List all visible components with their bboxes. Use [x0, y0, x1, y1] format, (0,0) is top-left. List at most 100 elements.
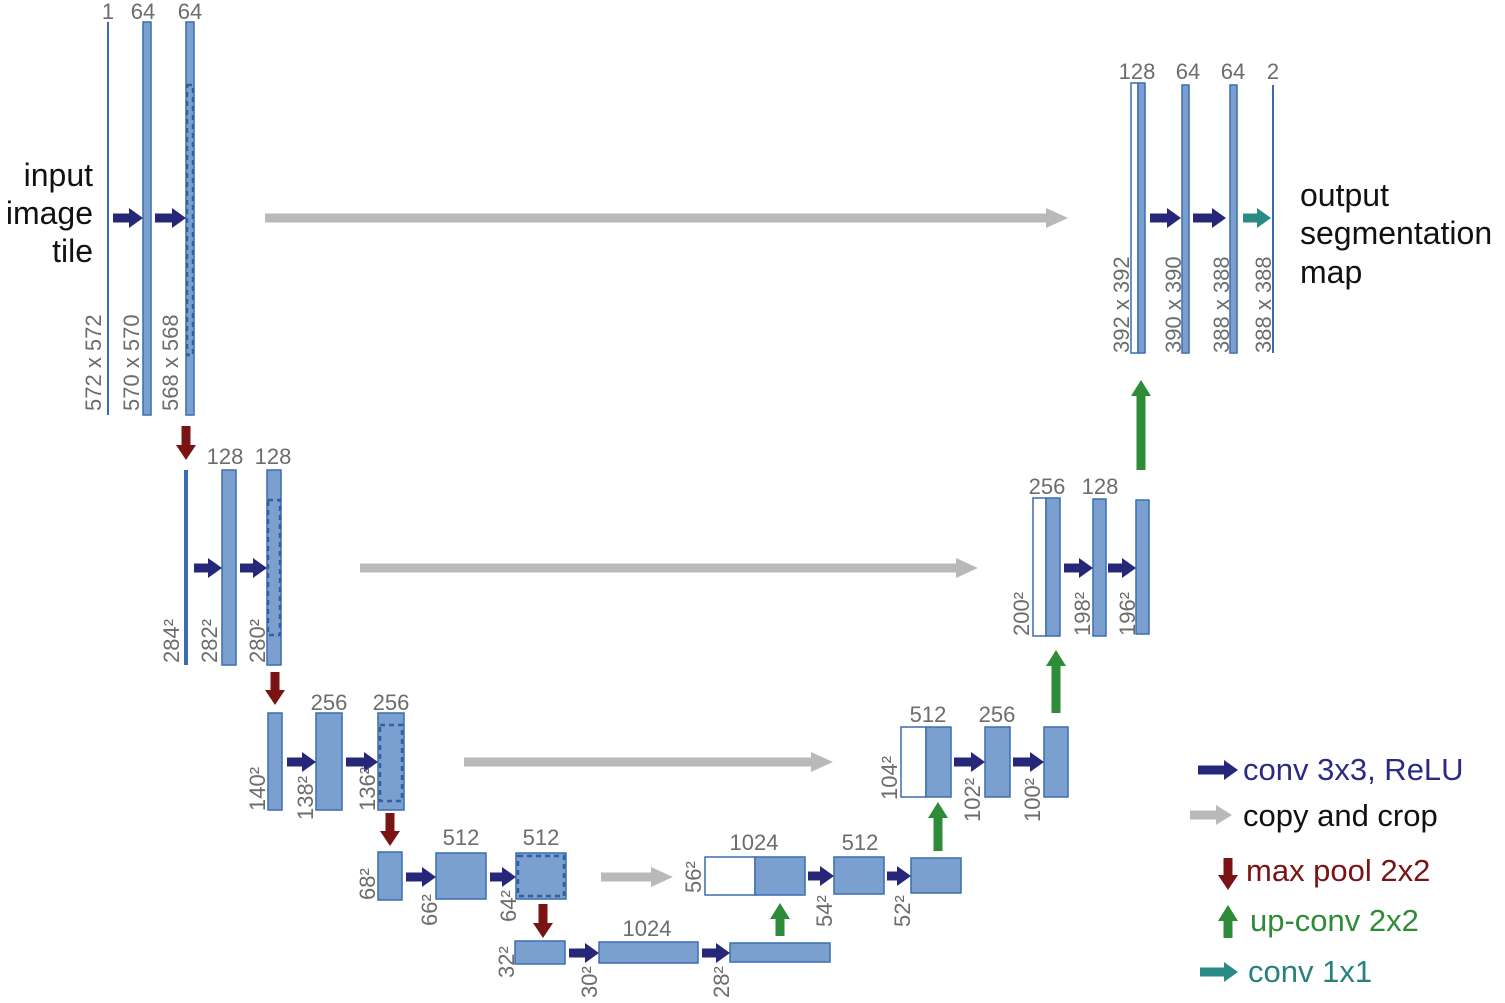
feature-map — [1043, 726, 1069, 798]
spatial-size-label: 388 x 388 — [1251, 256, 1276, 353]
feature-map — [1229, 84, 1238, 354]
spatial-size-label: 196² — [1115, 592, 1140, 636]
legend-item-label: max pool 2x2 — [1246, 853, 1430, 888]
feature-map — [267, 712, 283, 811]
feature-map — [315, 712, 343, 811]
spatial-size-label: 284² — [159, 619, 184, 663]
spatial-size-label: 388 x 388 — [1209, 256, 1234, 353]
crop-region-dashed — [266, 498, 282, 637]
conv1x1-arrow-icon — [1243, 208, 1271, 228]
conv3x3-arrow-icon — [808, 866, 834, 886]
copy-crop-arrow-icon — [265, 208, 1068, 228]
spatial-size-label: 102² — [960, 778, 985, 822]
conv3x3-arrow-icon — [490, 867, 516, 887]
feature-map — [729, 942, 831, 963]
channel-count-label: 256 — [1029, 474, 1066, 499]
channel-count-label: 64 — [178, 0, 202, 24]
max-pool-arrow-icon — [265, 672, 285, 705]
feature-map — [833, 856, 885, 895]
conv3x3-arrow-icon — [240, 558, 267, 578]
up-conv-arrow-icon — [770, 903, 790, 936]
legend-item-label: up-conv 2x2 — [1250, 903, 1419, 938]
feature-map — [1137, 82, 1146, 354]
feature-map — [142, 21, 152, 416]
spatial-size-label: 198² — [1070, 592, 1095, 636]
spatial-size-label: 64² — [496, 890, 521, 922]
input-image-tile-label: image — [6, 195, 93, 231]
up-conv-arrow-icon — [928, 802, 948, 851]
legend-item-label: copy and crop — [1243, 798, 1438, 833]
feature-map — [1045, 497, 1061, 637]
feature-map — [598, 941, 699, 964]
output-segmentation-map-label: segmentation — [1300, 215, 1492, 251]
spatial-size-label: 200² — [1009, 592, 1034, 636]
max-pool-arrow-icon — [533, 904, 553, 938]
spatial-size-label: 54² — [812, 895, 837, 927]
feature-map — [377, 712, 405, 811]
channel-count-label: 256 — [979, 702, 1016, 727]
spatial-size-label: 140² — [245, 767, 270, 811]
feature-map — [1092, 498, 1107, 637]
legend-conv3x3-icon — [1198, 760, 1238, 780]
crop-region-dashed — [185, 83, 195, 357]
up-conv-arrow-icon — [1046, 650, 1066, 713]
spatial-size-label: 30² — [577, 966, 602, 998]
spatial-size-label: 568 x 568 — [158, 314, 183, 411]
channel-count-label: 512 — [910, 702, 947, 727]
channel-count-label: 64 — [1221, 59, 1245, 84]
conv3x3-arrow-icon — [346, 752, 378, 772]
feature-map — [984, 726, 1011, 798]
spatial-size-label: 100² — [1020, 778, 1045, 822]
channel-count-label: 2 — [1267, 59, 1279, 84]
conv3x3-arrow-icon — [194, 558, 222, 578]
spatial-size-label: 56² — [681, 861, 706, 893]
crop-region-dashed — [516, 854, 566, 898]
channel-count-label: 256 — [311, 690, 348, 715]
feature-map — [377, 851, 403, 901]
channel-count-label: 128 — [207, 444, 244, 469]
spatial-size-label: 282² — [197, 619, 222, 663]
channel-count-label: 64 — [131, 0, 155, 24]
copy-crop-arrow-icon — [360, 558, 978, 578]
channel-count-label: 512 — [842, 830, 879, 855]
output-segmentation-map-label: map — [1300, 254, 1362, 290]
legend-copy-crop-icon — [1190, 805, 1232, 825]
copy-crop-arrow-icon — [601, 867, 673, 887]
legend-item-label: conv 3x3, ReLU — [1243, 752, 1464, 787]
conv3x3-arrow-icon — [569, 943, 599, 963]
copied-feature-map — [900, 726, 927, 798]
channel-count-label: 1024 — [730, 830, 779, 855]
conv3x3-arrow-icon — [954, 752, 985, 772]
channel-count-label: 64 — [1176, 59, 1200, 84]
crop-region-dashed — [378, 723, 404, 803]
spatial-size-label: 28² — [709, 966, 734, 998]
spatial-size-label: 136² — [355, 767, 380, 811]
conv3x3-arrow-icon — [702, 943, 730, 963]
input-image-tile-label: input — [24, 157, 94, 193]
feature-map — [910, 857, 962, 894]
conv3x3-arrow-icon — [1064, 558, 1093, 578]
conv3x3-arrow-icon — [1108, 558, 1136, 578]
channel-count-label: 256 — [373, 690, 410, 715]
legend-up-conv-icon — [1218, 905, 1238, 938]
feature-map-line — [107, 22, 109, 415]
channel-count-label: 128 — [255, 444, 292, 469]
conv3x3-arrow-icon — [887, 866, 911, 886]
spatial-size-label: 68² — [355, 868, 380, 900]
channel-count-label: 512 — [523, 825, 560, 850]
spatial-size-label: 138² — [293, 776, 318, 820]
feature-map-line — [1272, 85, 1274, 353]
conv3x3-arrow-icon — [287, 752, 316, 772]
feature-map — [435, 852, 487, 900]
legend-max-pool-icon — [1218, 858, 1238, 890]
spatial-size-label: 570 x 570 — [119, 314, 144, 411]
up-conv-arrow-icon — [1131, 380, 1151, 470]
conv3x3-arrow-icon — [155, 208, 186, 228]
channel-count-label: 1024 — [623, 916, 672, 941]
feature-map — [754, 856, 806, 896]
channel-count-label: 128 — [1082, 474, 1119, 499]
feature-map — [221, 469, 237, 666]
spatial-size-label: 104² — [877, 756, 902, 800]
